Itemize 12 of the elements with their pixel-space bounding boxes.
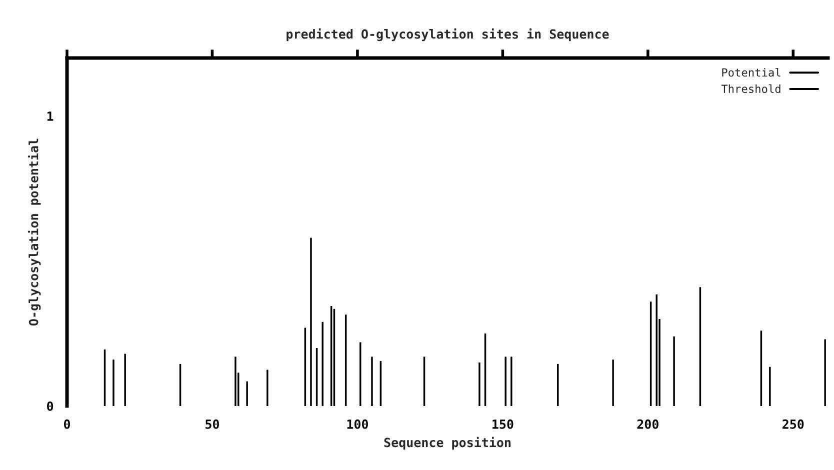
chart-title: predicted O-glycosylation sites in Sequence bbox=[286, 28, 609, 42]
legend-label: Potential bbox=[722, 68, 780, 77]
y-tick-label: 1 bbox=[47, 112, 54, 121]
x-axis-title: Sequence position bbox=[384, 436, 510, 450]
y-axis-title: O-glycosylation potential bbox=[28, 138, 41, 326]
x-tick-label: 250 bbox=[782, 419, 804, 429]
x-tick-label: 200 bbox=[637, 419, 658, 429]
x-tick-label: 150 bbox=[492, 419, 514, 429]
x-tick-label: 100 bbox=[347, 419, 368, 429]
legend-label: Threshold bbox=[721, 84, 780, 94]
x-tick-label: 0 bbox=[64, 419, 70, 429]
x-tick-label: 50 bbox=[206, 419, 220, 429]
